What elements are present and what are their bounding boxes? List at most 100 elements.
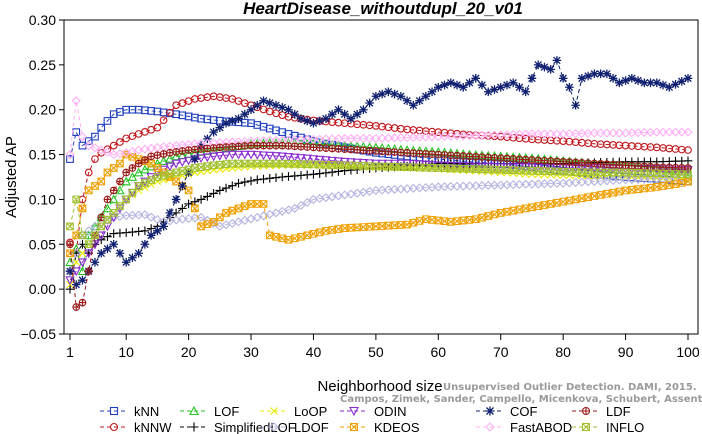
data-point — [309, 118, 318, 128]
data-point — [620, 175, 631, 185]
data-point — [496, 82, 506, 92]
data-point — [321, 114, 331, 123]
data-point — [640, 78, 649, 88]
data-point — [683, 127, 693, 137]
data-point — [540, 201, 549, 209]
data-point — [189, 405, 199, 416]
data-point — [315, 169, 324, 178]
data-point — [184, 97, 193, 105]
data-point — [303, 143, 312, 151]
data-point — [221, 183, 231, 193]
data-point — [222, 209, 230, 217]
data-point — [109, 141, 118, 150]
watermark-line-1: Unsupervised Outlier Detection. DAMI, 20… — [443, 382, 697, 393]
data-point — [203, 220, 212, 228]
data-point — [102, 215, 113, 225]
data-point — [203, 144, 212, 153]
data-point — [153, 173, 162, 181]
data-point — [546, 157, 555, 165]
data-point — [134, 248, 143, 258]
data-point — [565, 196, 574, 205]
data-point — [652, 163, 662, 172]
data-point — [290, 234, 299, 243]
data-point — [134, 182, 143, 190]
data-point — [321, 134, 331, 144]
data-point — [502, 130, 512, 140]
data-point — [352, 133, 362, 144]
data-point — [571, 100, 580, 110]
y-tick-label: 0.25 — [29, 57, 56, 73]
data-point — [140, 239, 150, 249]
data-point — [91, 132, 99, 141]
data-point — [409, 218, 418, 227]
data-point — [78, 275, 87, 285]
data-point — [165, 153, 175, 163]
data-point — [471, 152, 480, 161]
data-point — [277, 152, 287, 162]
data-point — [327, 134, 337, 144]
data-point — [334, 225, 343, 233]
data-point — [240, 215, 250, 225]
data-point — [91, 182, 99, 190]
data-point — [246, 105, 256, 115]
data-point — [184, 199, 193, 209]
data-point — [508, 180, 518, 190]
data-point — [546, 129, 556, 139]
data-point — [421, 183, 431, 193]
data-point — [333, 134, 344, 144]
data-point — [602, 128, 612, 138]
y-tick-label: 0.10 — [29, 191, 56, 207]
data-point — [434, 150, 443, 159]
data-point — [190, 197, 200, 206]
data-point — [608, 175, 618, 185]
data-point — [627, 174, 637, 185]
data-point — [402, 132, 412, 143]
data-point — [77, 266, 88, 276]
data-point — [489, 180, 500, 190]
data-point — [103, 232, 112, 241]
data-point — [315, 228, 324, 237]
data-point — [247, 200, 255, 208]
data-point — [141, 156, 149, 164]
data-point — [315, 143, 324, 152]
data-point — [415, 217, 424, 225]
data-point — [321, 168, 331, 178]
data-point — [552, 56, 562, 65]
data-point — [665, 181, 674, 189]
data-point — [103, 244, 112, 254]
data-point — [78, 249, 87, 257]
data-point — [178, 181, 187, 191]
data-point — [84, 186, 93, 195]
series-line — [69, 59, 689, 286]
data-point — [128, 132, 137, 141]
legend-item-odin: ODIN — [340, 404, 407, 419]
data-point — [453, 151, 461, 160]
data-point — [378, 147, 386, 156]
data-point — [402, 184, 412, 194]
data-point — [78, 204, 87, 213]
data-point — [72, 258, 80, 266]
data-point — [96, 231, 106, 241]
data-point — [615, 161, 624, 169]
data-point — [259, 105, 268, 114]
data-point — [158, 165, 169, 175]
data-point — [602, 69, 612, 79]
x-axis-title: Neighborhood size — [317, 378, 442, 395]
data-point — [190, 204, 199, 213]
data-point — [365, 98, 374, 108]
data-point — [414, 132, 425, 142]
legend-label: LoOP — [294, 404, 327, 419]
data-point — [609, 188, 617, 197]
legend-label: FastABOD — [510, 420, 572, 434]
data-point — [128, 227, 137, 237]
data-point — [658, 127, 668, 137]
y-tick-label: 0.00 — [29, 281, 56, 297]
plot-frame — [63, 19, 699, 335]
series-knnw — [66, 92, 692, 258]
data-point — [159, 150, 168, 158]
data-point — [308, 134, 319, 144]
data-point — [228, 181, 237, 190]
data-point — [121, 210, 131, 221]
x-tick-label: 20 — [181, 344, 197, 360]
series-fastabod — [65, 96, 693, 160]
